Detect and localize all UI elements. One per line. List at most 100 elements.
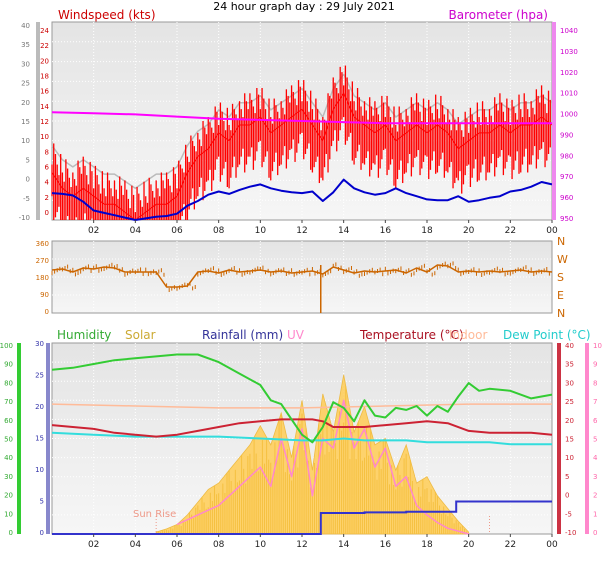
legend-dew-point: Dew Point (°C) [503,328,591,342]
windspeed-axis-label: Windspeed (kts) [58,8,156,22]
humidity-tick-label: 70 [4,398,13,406]
temperature-tick-label: 40 [565,342,574,350]
windspeed-tick-label: 6 [45,164,50,172]
x-tick-label: 08 [213,540,225,550]
x-tick-label: 02 [88,226,99,236]
wind-panel [51,21,553,221]
compass-label: N [557,235,565,248]
x-tick-label: 10 [255,540,267,550]
solar-detail [155,386,468,534]
humidity-tick-label: 0 [9,529,13,537]
x-tick-label: 22 [505,540,516,550]
direction-tick-label: 0 [45,308,49,316]
temperature-tick-label: -5 [565,510,572,518]
wind-outer-tick-label: 30 [21,60,30,68]
uv-tick-label: 6 [593,417,598,425]
x-tick-label: 18 [421,540,433,550]
windspeed-tick-label: 18 [40,73,49,81]
humidity-tick-label: 80 [4,379,13,387]
uv-tick-label: 9 [593,361,597,369]
rainfall-line [52,500,552,535]
x-tick-label: 12 [296,226,307,236]
direction-detail [51,261,550,313]
temperature-axis-bar [557,343,561,534]
humidity-tick-label: 10 [4,510,13,518]
solar-area [155,374,470,535]
direction-tick-label: 90 [40,291,49,299]
windspeed-tick-label: 8 [45,148,49,156]
uv-tick-label: 3 [593,473,597,481]
windspeed-tick-label: 2 [45,194,49,202]
temperature-tick-label: 30 [565,379,574,387]
barometer-axis-bar [552,22,556,220]
uv-tick-label: 4 [593,454,598,462]
barometer-tick-label: 970 [560,173,573,181]
indoor-line [51,403,552,409]
windspeed-tick-label: 12 [40,118,49,126]
legend-temperature: Temperature (°C) [359,328,464,342]
legend-uv: UV [287,328,305,342]
windspeed-tick-label: 24 [40,27,49,35]
x-tick-label: 02 [88,540,99,550]
wind-outer-tick-label: 10 [21,137,30,145]
dew-point-line [51,431,552,446]
x-tick-label: 22 [505,226,516,236]
barometer-tick-label: 1030 [560,48,578,56]
direction-tick-label: 180 [36,274,49,282]
barometer-tick-label: 990 [560,131,573,139]
x-tick-label: 16 [380,540,392,550]
rain-tick-label: 25 [35,372,44,380]
temperature-tick-label: 5 [565,473,569,481]
x-tick-label: 06 [171,226,183,236]
x-tick-label: 18 [421,226,433,236]
windspeed-tick-label: 4 [45,179,50,187]
uv-tick-label: 2 [593,492,597,500]
windspeed-tick-label: 10 [40,133,49,141]
uv-tick-label: 7 [593,398,597,406]
humidity-line [51,353,553,444]
windspeed-tick-label: 20 [40,57,49,65]
x-tick-label: 04 [130,540,142,550]
x-tick-label: 14 [338,226,350,236]
barometer-tick-label: 1000 [560,111,578,119]
compass-label: S [557,271,564,284]
barometer-tick-label: 950 [560,215,573,223]
humidity-tick-label: 40 [4,454,13,462]
x-tick-label: 04 [130,226,142,236]
x-tick-label: 06 [171,540,183,550]
rain-tick-label: 10 [35,466,44,474]
wind-outer-tick-label: -10 [19,214,30,222]
direction-tick-label: 270 [36,257,49,265]
x-tick-label: 14 [338,540,350,550]
gust-trace [51,73,553,190]
wind-outer-tick-label: 25 [21,80,30,88]
windspeed-tick-label: 14 [40,103,49,111]
legend-rainfall: Rainfall (mm) [202,328,283,342]
humidity-tick-label: 30 [4,473,13,481]
windspeed-tick-label: 0 [45,209,49,217]
windspeed-tick-label: 22 [40,42,49,50]
compass-label: N [557,307,565,320]
direction-tick-label: 360 [36,240,49,248]
uv-tick-label: 8 [593,379,597,387]
barometer-tick-label: 960 [560,194,573,202]
uv-line [176,399,469,535]
barometer-tick-label: 980 [560,152,573,160]
temperature-tick-label: -10 [565,529,576,537]
legend-solar: Solar [125,328,156,342]
legend-humidity: Humidity [57,328,111,342]
uv-axis-bar [585,343,589,534]
wind-outer-tick-label: 15 [21,118,30,126]
humidity-tick-label: 100 [0,342,13,350]
page-title: 24 hour graph day : 29 July 2021 [213,0,395,13]
temperature-tick-label: 15 [565,436,574,444]
sun-rise-annotation: Sun Rise [133,509,176,520]
legend-indoor: Indoor [449,328,487,342]
climate-panel [51,342,553,535]
humidity-tick-label: 50 [4,436,13,444]
x-tick-label: 08 [213,226,225,236]
uv-tick-label: 10 [593,342,602,350]
barometer-line [51,111,552,125]
temperature-tick-label: 20 [565,417,574,425]
